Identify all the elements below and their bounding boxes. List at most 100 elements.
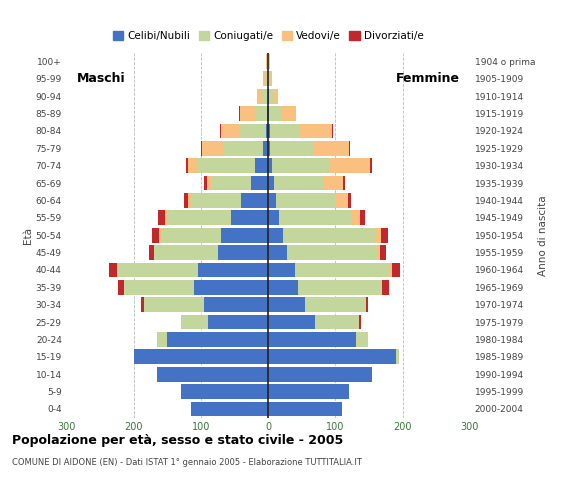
Bar <box>266 72 268 86</box>
Bar <box>274 176 324 191</box>
Bar <box>221 228 268 242</box>
Bar <box>349 141 350 156</box>
Bar <box>184 193 188 208</box>
Bar <box>268 176 274 191</box>
Bar <box>267 106 268 121</box>
Bar <box>191 193 241 208</box>
Bar <box>396 349 399 364</box>
Bar <box>268 89 269 104</box>
Bar <box>382 280 389 295</box>
Text: Femmine: Femmine <box>396 72 460 85</box>
Bar <box>356 332 368 347</box>
Bar <box>161 228 221 242</box>
Bar <box>268 332 356 347</box>
Bar <box>267 89 268 104</box>
Bar <box>188 193 191 208</box>
Bar <box>268 123 270 138</box>
Bar <box>268 402 342 416</box>
Bar <box>117 263 198 277</box>
Bar <box>240 106 255 121</box>
Y-axis label: Anno di nascita: Anno di nascita <box>538 195 548 276</box>
Bar <box>389 263 392 277</box>
Bar <box>347 193 351 208</box>
Bar <box>276 193 335 208</box>
Bar <box>268 280 299 295</box>
Bar <box>343 176 345 191</box>
Bar <box>329 158 369 173</box>
Bar <box>263 141 268 156</box>
Bar <box>268 72 270 86</box>
Bar <box>266 54 267 69</box>
Bar <box>204 297 268 312</box>
Bar <box>381 228 388 242</box>
Bar <box>159 228 161 242</box>
Bar <box>270 123 300 138</box>
Bar <box>168 332 268 347</box>
Bar <box>268 315 316 329</box>
Bar <box>240 123 266 138</box>
Bar <box>332 123 333 138</box>
Bar <box>359 315 361 329</box>
Bar <box>299 280 382 295</box>
Bar <box>270 141 314 156</box>
Bar <box>158 210 165 225</box>
Text: Maschi: Maschi <box>77 72 125 85</box>
Bar <box>194 280 268 295</box>
Bar <box>351 210 360 225</box>
Legend: Celibi/Nubili, Coniugati/e, Vedovi/e, Divorziati/e: Celibi/Nubili, Coniugati/e, Vedovi/e, Di… <box>108 27 428 45</box>
Bar <box>283 228 376 242</box>
Bar <box>109 263 117 277</box>
Bar <box>268 158 272 173</box>
Bar <box>262 89 267 104</box>
Bar <box>201 141 202 156</box>
Bar <box>324 176 343 191</box>
Bar <box>144 297 204 312</box>
Bar <box>268 245 287 260</box>
Bar <box>191 402 268 416</box>
Bar <box>157 332 168 347</box>
Bar <box>186 158 188 173</box>
Bar <box>300 123 332 138</box>
Bar <box>241 193 268 208</box>
Bar <box>279 210 351 225</box>
Bar <box>168 210 231 225</box>
Bar <box>267 54 268 69</box>
Bar <box>152 228 159 242</box>
Bar <box>305 297 365 312</box>
Bar <box>181 315 208 329</box>
Bar <box>142 297 144 312</box>
Bar <box>223 141 263 156</box>
Bar <box>268 367 372 382</box>
Bar <box>268 106 269 121</box>
Bar <box>369 158 372 173</box>
Y-axis label: Età: Età <box>23 227 33 244</box>
Bar <box>287 245 378 260</box>
Bar <box>268 210 279 225</box>
Bar <box>281 106 296 121</box>
Bar <box>378 245 380 260</box>
Bar <box>165 210 168 225</box>
Bar <box>269 89 273 104</box>
Bar <box>268 54 269 69</box>
Bar <box>314 141 349 156</box>
Bar <box>270 72 272 86</box>
Bar <box>255 106 267 121</box>
Bar <box>316 315 359 329</box>
Bar <box>211 176 252 191</box>
Bar <box>231 210 268 225</box>
Bar <box>268 141 270 156</box>
Bar <box>148 245 154 260</box>
Bar <box>157 367 268 382</box>
Bar <box>268 263 295 277</box>
Bar <box>220 123 240 138</box>
Bar <box>269 106 281 121</box>
Bar <box>263 72 266 86</box>
Bar <box>273 89 278 104</box>
Bar <box>124 280 194 295</box>
Bar <box>272 158 329 173</box>
Bar <box>208 315 268 329</box>
Bar <box>360 210 365 225</box>
Bar <box>181 384 268 399</box>
Bar <box>266 123 268 138</box>
Bar <box>255 158 268 173</box>
